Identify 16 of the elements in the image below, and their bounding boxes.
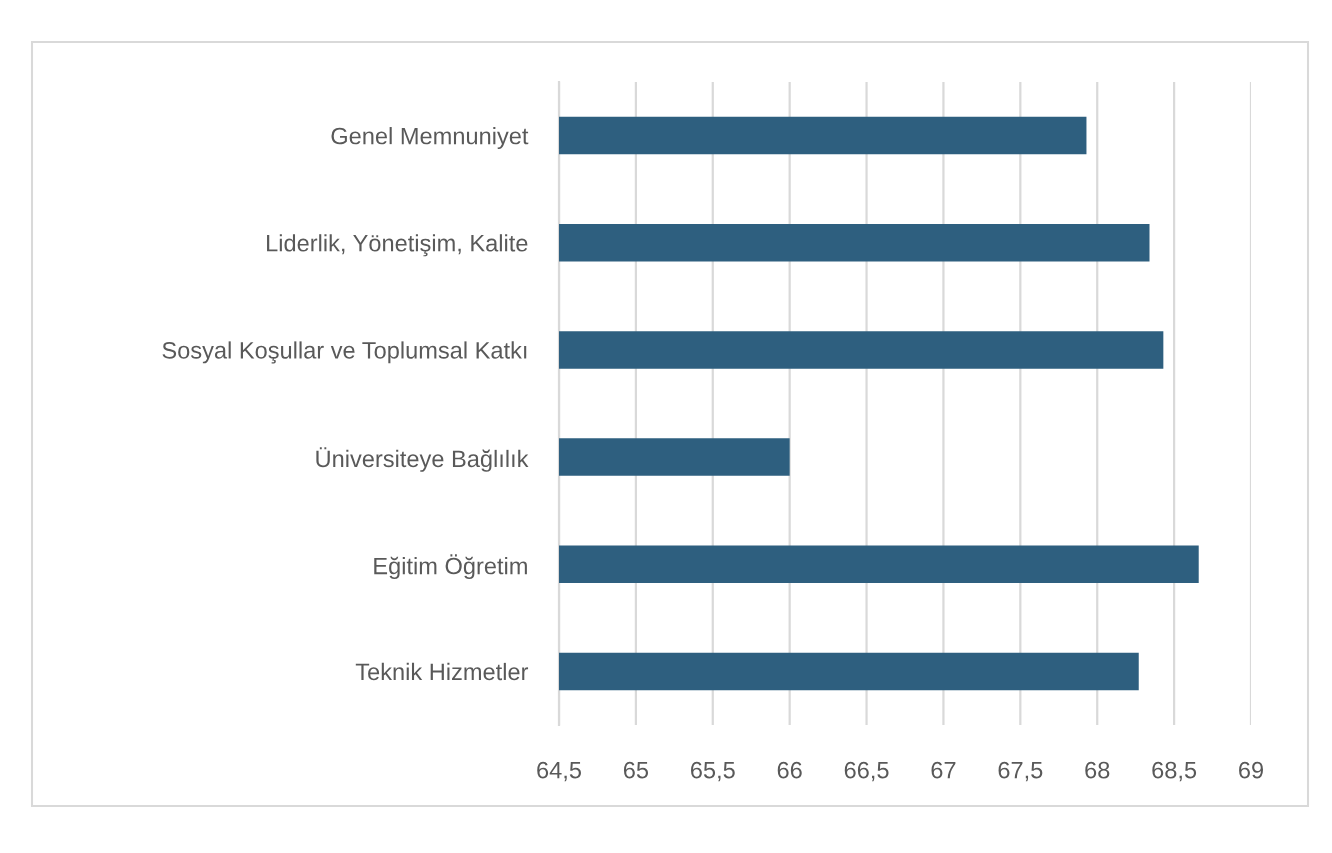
x-tick-label: 65: [623, 761, 649, 779]
x-tick-label: 67,5: [998, 761, 1043, 782]
y-tick-label: Liderlik, Yönetişim, Kalite: [267, 234, 528, 257]
x-tick-label: 66: [777, 761, 802, 779]
x-tick-label: 66,5: [844, 761, 889, 782]
x-tick-label: 67: [931, 761, 956, 779]
x-tick-label: 65,5: [691, 761, 735, 782]
x-tick-label: 68,5: [1152, 761, 1197, 782]
y-tick-label: Eğitim Öğretim: [374, 554, 527, 580]
y-tick-label: Teknik Hizmetler: [355, 662, 529, 681]
y-tick-label: Üniversiteye Bağlılık: [316, 447, 529, 472]
x-tick-label: 68: [1085, 761, 1110, 779]
y-tick-label: Sosyal Koşullar ve Toplumsal Katkı: [162, 341, 527, 364]
y-tick-label: Genel Memnuniyet: [331, 127, 529, 150]
x-tick-label: 64,5: [537, 761, 581, 782]
x-tick-label: 69: [1239, 761, 1264, 779]
